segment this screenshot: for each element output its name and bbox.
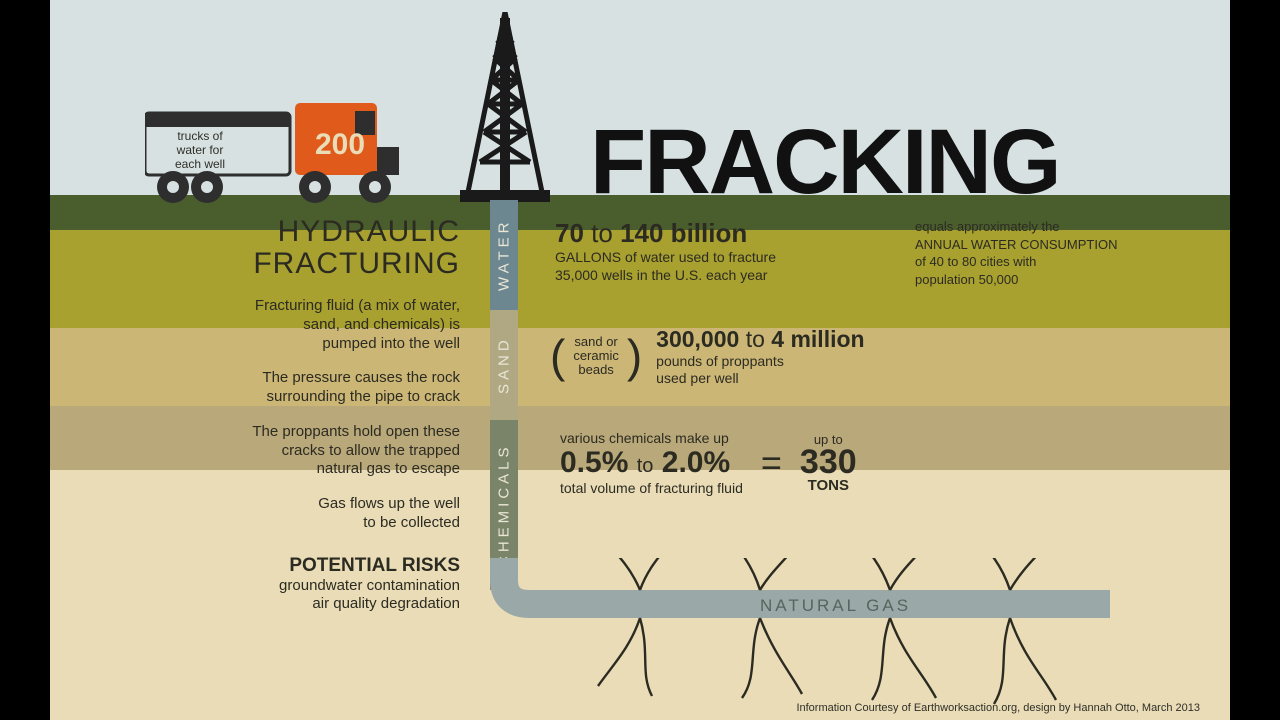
left-heading: HYDRAULIC FRACTURING xyxy=(130,216,460,279)
risks-heading: POTENTIAL RISKS xyxy=(130,555,460,577)
stat-proppant: ( sand or ceramic beads ) 300,000 to 4 m… xyxy=(550,326,865,387)
left-para-4: Gas flows up the well to be collected xyxy=(130,495,460,533)
left-para-3: The proppants hold open these cracks to … xyxy=(130,423,460,479)
truck-label: trucks of water for each well xyxy=(165,130,235,171)
chem-high: 2.0% xyxy=(662,446,730,479)
proppant-join: to xyxy=(746,326,765,352)
proppant-low: 300,000 xyxy=(656,326,739,352)
water-headline: 70 to 140 billion xyxy=(555,218,885,249)
left-column: HYDRAULIC FRACTURING Fracturing fluid (a… xyxy=(130,216,460,614)
pipe-segment-label: SAND xyxy=(490,310,518,420)
chem-eq: = xyxy=(761,442,782,484)
derrick-icon xyxy=(460,12,550,202)
left-para-1: Fracturing fluid (a mix of water, sand, … xyxy=(130,297,460,353)
credit-line: Information Courtesy of Earthworksaction… xyxy=(796,702,1200,714)
main-title: FRACKING xyxy=(590,110,1060,215)
water-right: equals approximately the ANNUAL WATER CO… xyxy=(915,218,1195,288)
chem-sub: total volume of fracturing fluid xyxy=(560,480,743,496)
proppant-sub: pounds of proppants used per well xyxy=(656,353,864,387)
stat-chem: various chemicals make up 0.5% to 2.0% t… xyxy=(560,430,857,496)
proppant-high: 4 million xyxy=(771,326,864,352)
risks-body: groundwater contamination air quality de… xyxy=(130,577,460,615)
pipe-segment-label: WATER xyxy=(490,200,518,310)
left-para-2: The pressure causes the rock surrounding… xyxy=(130,369,460,407)
chem-right-big: 330 xyxy=(800,447,857,478)
truck-count: 200 xyxy=(300,128,380,162)
gas-pipe-label: NATURAL GAS xyxy=(760,596,911,616)
water-sub: GALLONS of water used to fracture 35,000… xyxy=(555,249,885,284)
chem-right-unit: TONS xyxy=(800,477,857,494)
water-join: to xyxy=(591,218,613,248)
chem-pre: various chemicals make up xyxy=(560,430,743,446)
paren-open: ( xyxy=(550,329,565,383)
stat-water: 70 to 140 billion GALLONS of water used … xyxy=(555,218,1195,288)
stage: trucks of water for each well 200 FRACKI… xyxy=(0,0,1280,720)
water-high: 140 billion xyxy=(620,218,747,248)
water-low: 70 xyxy=(555,218,584,248)
chem-join: to xyxy=(637,455,654,477)
infographic-canvas: trucks of water for each well 200 FRACKI… xyxy=(50,0,1230,720)
proppant-paren: sand or ceramic beads xyxy=(573,335,619,378)
paren-close: ) xyxy=(627,329,642,383)
chem-low: 0.5% xyxy=(560,446,628,479)
gas-pipe-and-fractures xyxy=(490,558,1130,708)
